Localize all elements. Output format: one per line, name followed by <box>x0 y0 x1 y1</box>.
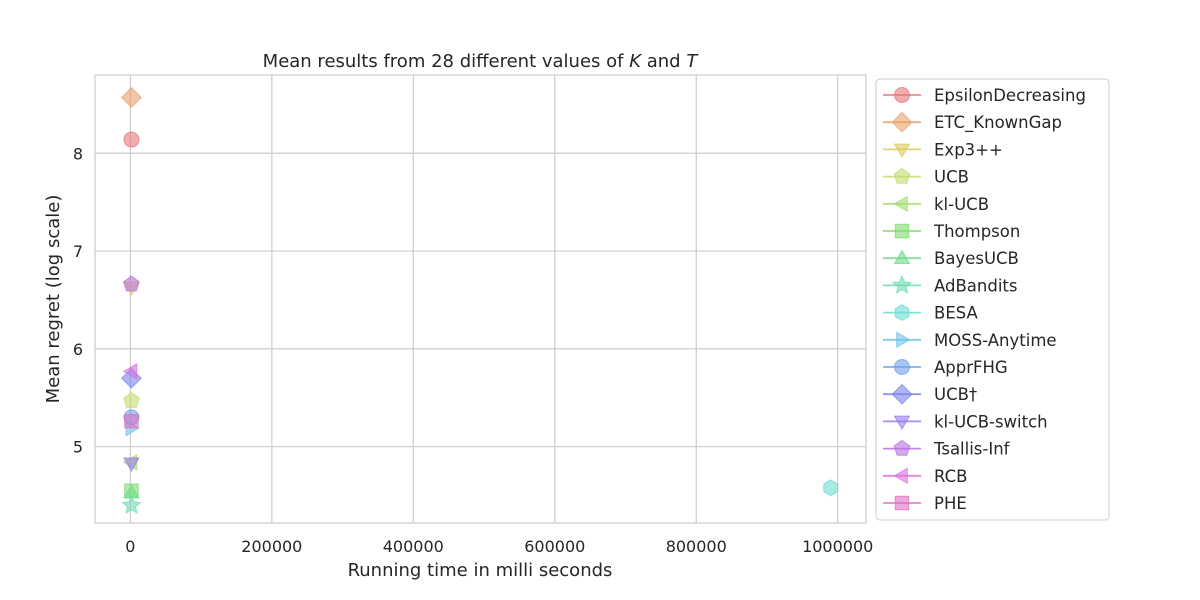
legend-label: AdBandits <box>934 276 1017 295</box>
legend-marker <box>896 331 911 349</box>
data-point <box>123 131 140 148</box>
chart-marks <box>120 87 838 515</box>
x-axis-label: Running time in milli seconds <box>348 560 613 581</box>
x-tick-label: 800000 <box>666 537 727 556</box>
x-tick-label: 1000000 <box>802 537 873 556</box>
data-point <box>123 457 140 472</box>
legend-label: RCB <box>934 467 967 486</box>
legend: EpsilonDecreasing ETC_KnownGap Exp3++ UCB kl… <box>875 78 1110 521</box>
legend-label: MOSS-Anytime <box>934 331 1057 350</box>
x-tick-label: 400000 <box>383 537 444 556</box>
legend-label: Tsallis-Inf <box>933 440 1011 459</box>
grid <box>95 75 866 523</box>
legend-frame <box>875 78 1110 521</box>
legend-label: UCB <box>934 168 969 187</box>
plot-frame <box>94 74 867 524</box>
data-point <box>122 391 140 408</box>
y-axis-label: Mean regret (log scale) <box>43 195 64 404</box>
data-point <box>122 275 140 292</box>
data-point <box>823 479 838 497</box>
legend-marker <box>891 111 913 133</box>
legend-marker <box>894 495 910 511</box>
data-point <box>124 414 139 429</box>
legend-marker <box>893 467 908 485</box>
legend-label: kl-UCB <box>934 195 989 214</box>
legend-marker <box>893 249 911 265</box>
data-point <box>122 363 138 380</box>
legend-marker <box>894 304 910 322</box>
legend-label: ApprFHG <box>934 358 1008 377</box>
y-tick-label: 8 <box>73 144 83 163</box>
legend-label: Thompson <box>933 222 1020 241</box>
legend-marker <box>894 359 910 375</box>
legend-label: EpsilonDecreasing <box>934 86 1086 105</box>
legend-label: Exp3++ <box>934 140 1003 159</box>
x-tick-label: 200000 <box>241 537 302 556</box>
plot-area <box>94 74 867 524</box>
chart-title: Mean results from 28 different values of… <box>263 51 700 72</box>
plot-background <box>95 75 866 523</box>
y-tick-label: 5 <box>73 438 83 457</box>
data-point <box>121 494 142 515</box>
legend-marker <box>893 167 911 184</box>
x-tick-label: 600000 <box>524 537 585 556</box>
x-tick-label: 0 <box>125 537 135 556</box>
legend-marker <box>894 223 910 239</box>
legend-marker <box>893 439 911 456</box>
y-axis-ticks: 5 6 7 8 <box>73 144 83 456</box>
legend-label: BayesUCB <box>934 249 1019 268</box>
legend-marker <box>891 274 913 295</box>
legend-label: ETC_KnownGap <box>934 113 1062 133</box>
legend-marker <box>893 195 908 213</box>
y-tick-label: 6 <box>73 340 83 359</box>
y-tick-label: 7 <box>73 242 83 261</box>
legend-label: PHE <box>934 494 967 513</box>
legend-label: kl-UCB-switch <box>934 412 1048 431</box>
legend-marker <box>893 143 911 159</box>
legend-marker <box>894 87 910 103</box>
legend-marker <box>893 415 911 431</box>
x-axis-ticks: 0 200000 400000 600000 800000 1000000 <box>125 537 873 556</box>
data-point <box>120 87 142 108</box>
legend-marker <box>891 383 913 405</box>
legend-label: BESA <box>934 304 979 323</box>
legend-label: UCB† <box>934 385 977 404</box>
